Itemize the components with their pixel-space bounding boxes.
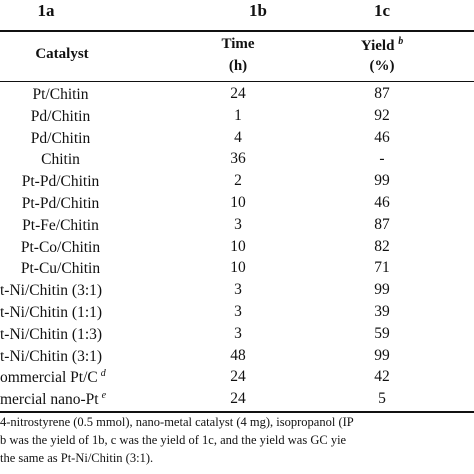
header-yield-footnote: b bbox=[398, 36, 404, 47]
table-row-time: 24 bbox=[230, 390, 246, 408]
header-catalyst: Catalyst bbox=[35, 46, 89, 62]
table-row-catalyst: t-Ni/Chitin (1:3) bbox=[0, 325, 103, 343]
table-row-catalyst: t-Ni/Chitin (3:1) bbox=[0, 282, 103, 300]
table-row-time: 2 bbox=[234, 172, 242, 190]
table-row-time: 48 bbox=[230, 346, 246, 364]
table-row-catalyst: Pt-Pd/Chitin bbox=[21, 195, 100, 213]
table-row-yield: 5 bbox=[378, 390, 386, 408]
header-time-unit: (h) bbox=[228, 58, 248, 74]
table-row-yield: 92 bbox=[374, 106, 390, 124]
table-row-time: 3 bbox=[234, 215, 242, 233]
table-row-time: 10 bbox=[230, 237, 246, 255]
catalyst-footnote: d bbox=[100, 368, 106, 380]
bottom-rule bbox=[0, 411, 474, 413]
table-row-yield: 99 bbox=[374, 281, 390, 299]
table-row-yield: 87 bbox=[374, 215, 390, 233]
table-row-time: 1 bbox=[234, 106, 242, 124]
header-rule bbox=[0, 81, 474, 82]
table-row-catalyst: t-Ni/Chitin (3:1) bbox=[0, 347, 103, 365]
table-row-yield: 99 bbox=[374, 346, 390, 364]
table-row-time: 24 bbox=[230, 368, 246, 386]
table-row-yield: - bbox=[379, 150, 385, 168]
table-row-yield: 46 bbox=[374, 194, 390, 211]
top-rule bbox=[0, 30, 474, 32]
table-row-catalyst: Pt-Pd/Chitin bbox=[21, 173, 100, 191]
table-row-time: 4 bbox=[234, 128, 242, 146]
catalyst-footnote: e bbox=[101, 390, 107, 402]
top-label-1b: 1b bbox=[249, 1, 267, 20]
footnote-line-1: 4-nitrostyrene (0.5 mmol), nano-metal ca… bbox=[0, 415, 354, 429]
table-row-time: 3 bbox=[234, 281, 242, 299]
table-row-yield: 71 bbox=[374, 259, 390, 277]
table-row-catalyst: Pt-Co/Chitin bbox=[20, 238, 101, 256]
table-row-catalyst: Pd/Chitin bbox=[30, 107, 91, 125]
table-row-catalyst: t-Ni/Chitin (1:1) bbox=[0, 304, 103, 322]
table-row-catalyst: Pt-Cu/Chitin bbox=[20, 260, 101, 278]
table-row-catalyst: ommercial Pt/C d bbox=[0, 368, 106, 387]
footnote-line-2: b was the yield of 1b, c was the yield o… bbox=[0, 433, 347, 447]
header-yield-unit: (%) bbox=[369, 58, 395, 74]
table-row-time: 3 bbox=[234, 324, 242, 342]
table-row-catalyst: Pt/Chitin bbox=[32, 86, 89, 104]
table-row-time: 10 bbox=[230, 259, 246, 277]
table-row-yield: 39 bbox=[374, 303, 390, 320]
table-row-yield: 59 bbox=[374, 324, 390, 342]
top-label-1a: 1a bbox=[37, 1, 55, 20]
table-row-catalyst: mercial nano-Pt e bbox=[0, 390, 107, 409]
table-row-time: 36 bbox=[230, 150, 246, 168]
table-row-time: 3 bbox=[234, 303, 242, 320]
table-row-yield: 99 bbox=[374, 172, 390, 190]
table-row-yield: 87 bbox=[374, 85, 390, 102]
table-row-time: 24 bbox=[230, 85, 246, 102]
table-row-time: 10 bbox=[230, 194, 246, 211]
table-row-yield: 82 bbox=[374, 237, 390, 255]
table-row-catalyst: Pt-Fe/Chitin bbox=[22, 216, 99, 234]
top-label-1c: 1c bbox=[373, 1, 391, 20]
header-yield: Yield b bbox=[360, 36, 404, 54]
header-time: Time bbox=[221, 36, 255, 52]
table-row-catalyst: Pd/Chitin bbox=[30, 129, 91, 147]
footnote-line-3: the same as Pt-Ni/Chitin (3:1). bbox=[0, 451, 154, 465]
table-row-yield: 46 bbox=[374, 128, 390, 146]
table-row-yield: 42 bbox=[374, 368, 390, 386]
table-row-catalyst: Chitin bbox=[41, 151, 80, 169]
